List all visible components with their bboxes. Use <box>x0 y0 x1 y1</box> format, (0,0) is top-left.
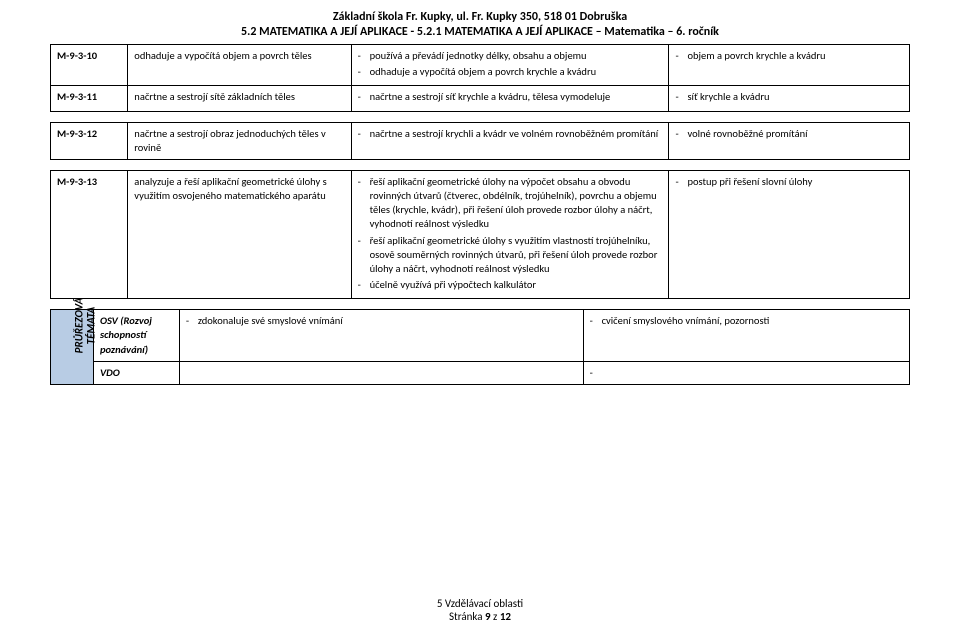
table-row: M-9-3-11 načrtne a sestrojí sítě základn… <box>51 86 910 111</box>
cell-objective: odhaduje a vypočítá objem a povrch těles <box>128 45 351 86</box>
theme-body-right: cvičení smyslového vnímání, pozornosti <box>583 310 909 362</box>
theme-label: VDO <box>93 361 179 384</box>
list-item: volné rovnoběžné promítání <box>675 127 905 141</box>
themes-sidebar-label: PRŮŘEZOVÁTÉMATA <box>73 298 96 354</box>
footer-line-1: 5 Vzdělávací oblasti <box>0 597 960 611</box>
curriculum-table-b: M-9-3-12 načrtne a sestrojí obraz jednod… <box>50 122 910 160</box>
table-row: M-9-3-12 načrtne a sestrojí obraz jednod… <box>51 122 910 159</box>
list-item: načrtne a sestrojí krychli a kvádr ve vo… <box>358 127 665 141</box>
themes-section: PRŮŘEZOVÁTÉMATA OSV (Rozvoj schopností p… <box>50 309 910 385</box>
cell-topic: volné rovnoběžné promítání <box>669 122 910 159</box>
cell-topic: objem a povrch krychle a kvádru <box>669 45 910 86</box>
list-item: zdokonaluje své smyslové vnímání <box>186 314 579 328</box>
page-header: Základní škola Fr. Kupky, ul. Fr. Kupky … <box>50 10 910 40</box>
curriculum-table-c: M-9-3-13 analyzuje a řeší aplikační geom… <box>50 170 910 299</box>
theme-body-right: - <box>583 361 909 384</box>
cell-outcomes: používá a převádí jednotky délky, obsahu… <box>351 45 669 86</box>
list-item: řeší aplikační geometrické úlohy na výpo… <box>358 175 665 232</box>
themes-table: PRŮŘEZOVÁTÉMATA OSV (Rozvoj schopností p… <box>50 309 910 385</box>
theme-body-left <box>179 361 583 384</box>
cell-outcomes: načrtne a sestrojí síť krychle a kvádru,… <box>351 86 669 111</box>
themes-row: VDO - <box>51 361 910 384</box>
list-item: síť krychle a kvádru <box>675 90 905 104</box>
footer-line-2: Stránka 9 z 12 <box>0 610 960 624</box>
cell-code: M-9-3-12 <box>51 122 128 159</box>
page-root: Základní škola Fr. Kupky, ul. Fr. Kupky … <box>0 0 960 636</box>
list-item: odhaduje a vypočítá objem a povrch krych… <box>358 65 665 79</box>
list-item: používá a převádí jednotky délky, obsahu… <box>358 49 665 63</box>
footer-mid: z <box>491 610 500 623</box>
cell-code: M-9-3-13 <box>51 170 128 298</box>
list-item: objem a povrch krychle a kvádru <box>675 49 905 63</box>
list-item: cvičení smyslového vnímání, pozornosti <box>590 314 905 328</box>
cell-objective: analyzuje a řeší aplikační geometrické ú… <box>128 170 351 298</box>
cell-outcomes: načrtne a sestrojí krychli a kvádr ve vo… <box>351 122 669 159</box>
list-item: řeší aplikační geometrické úlohy s využi… <box>358 234 665 277</box>
list-item: postup při řešení slovní úlohy <box>675 175 905 189</box>
theme-label: OSV (Rozvoj schopností poznávání) <box>93 310 179 362</box>
curriculum-table-a: M-9-3-10 odhaduje a vypočítá objem a pov… <box>50 44 910 112</box>
cell-code: M-9-3-10 <box>51 45 128 86</box>
table-row: M-9-3-13 analyzuje a řeší aplikační geom… <box>51 170 910 298</box>
header-line-2: 5.2 MATEMATIKA A JEJÍ APLIKACE - 5.2.1 M… <box>50 25 910 40</box>
theme-body-left: zdokonaluje své smyslové vnímání <box>179 310 583 362</box>
table-row: M-9-3-10 odhaduje a vypočítá objem a pov… <box>51 45 910 86</box>
list-item: účelně využívá při výpočtech kalkulátor <box>358 278 665 292</box>
cell-topic: síť krychle a kvádru <box>669 86 910 111</box>
cell-topic: postup při řešení slovní úlohy <box>669 170 910 298</box>
cell-objective: načrtne a sestrojí obraz jednoduchých tě… <box>128 122 351 159</box>
cell-code: M-9-3-11 <box>51 86 128 111</box>
cell-objective: načrtne a sestrojí sítě základních těles <box>128 86 351 111</box>
cell-outcomes: řeší aplikační geometrické úlohy na výpo… <box>351 170 669 298</box>
themes-sidebar: PRŮŘEZOVÁTÉMATA <box>51 310 94 385</box>
footer-prefix: Stránka <box>449 610 485 623</box>
list-item: načrtne a sestrojí síť krychle a kvádru,… <box>358 90 665 104</box>
themes-row: PRŮŘEZOVÁTÉMATA OSV (Rozvoj schopností p… <box>51 310 910 362</box>
header-line-1: Základní škola Fr. Kupky, ul. Fr. Kupky … <box>50 10 910 25</box>
page-footer: 5 Vzdělávací oblasti Stránka 9 z 12 <box>0 597 960 625</box>
footer-page-total: 12 <box>500 610 511 623</box>
